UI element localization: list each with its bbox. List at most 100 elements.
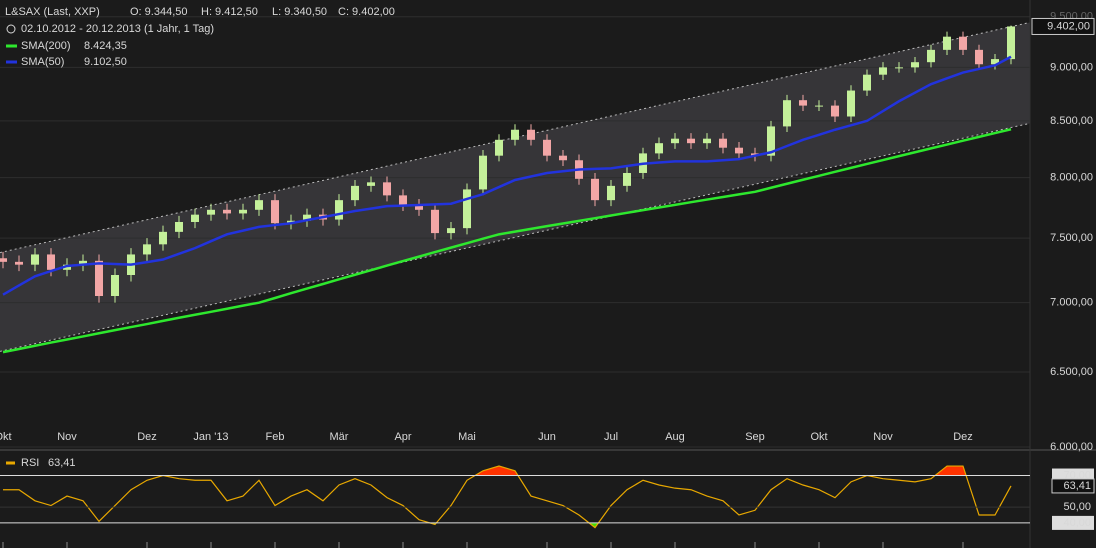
candle-body <box>703 138 711 144</box>
y-tick-label: 7.500,00 <box>1050 232 1093 244</box>
candle-body <box>335 200 343 220</box>
x-tick-label: Aug <box>665 431 685 443</box>
header: L&SAX (Last, XXP) O: 9.344,50 H: 9.412,5… <box>5 6 395 35</box>
x-tick-label: Okt <box>810 431 827 443</box>
trend-channel <box>0 22 1030 352</box>
legend-label: SMA(50) <box>21 56 64 68</box>
series-line <box>2 55 1012 296</box>
ohlc-open: O: 9.344,50 <box>130 6 188 18</box>
candle-body <box>831 105 839 117</box>
candle-body <box>399 195 407 205</box>
legend-value: 63,41 <box>48 457 76 469</box>
candle-body <box>559 155 567 161</box>
candle-body <box>31 254 39 265</box>
candle-body <box>447 228 455 234</box>
candle-body <box>863 74 871 91</box>
last-price-label: 9.402,00 <box>1047 20 1090 32</box>
y-tick-label: 8.500,00 <box>1050 115 1093 127</box>
candle-body <box>511 129 519 140</box>
channel-line <box>0 21 1031 254</box>
ohlc-low: L: 9.340,50 <box>272 6 327 18</box>
candle-body <box>463 189 471 229</box>
x-tick-label: Apr <box>394 431 411 443</box>
x-tick-label: Jun <box>538 431 556 443</box>
candle-body <box>255 200 263 210</box>
candle-body <box>367 182 375 186</box>
candle-body <box>479 155 487 190</box>
candle-body <box>1007 26 1015 60</box>
x-tick-label: Nov <box>57 431 77 443</box>
candle-body <box>239 209 247 214</box>
plot <box>0 16 1031 529</box>
rsi-last-box <box>1051 478 1095 494</box>
clock-icon <box>6 24 16 34</box>
candle-body <box>143 244 151 255</box>
y-tick-box <box>1052 515 1094 530</box>
candle-body <box>383 182 391 196</box>
candle-body <box>303 214 311 221</box>
candle-body <box>495 139 503 156</box>
candle-body <box>159 231 167 245</box>
candle-body <box>847 90 855 117</box>
candle-body <box>735 147 743 154</box>
x-tick-label: Nov <box>873 431 893 443</box>
x-tick-label: Dez <box>953 431 973 443</box>
candle-body <box>223 209 231 214</box>
candle-body <box>79 260 87 265</box>
x-tick-label: Dez <box>137 431 157 443</box>
series-line <box>2 128 1012 354</box>
candle-body <box>591 178 599 201</box>
last-price-box <box>1031 17 1095 35</box>
candle-body <box>671 138 679 144</box>
ohlc-high: H: 9.412,50 <box>201 6 258 18</box>
y-tick-label: 50,00 <box>1063 501 1091 513</box>
y-tick-label: 7.000,00 <box>1050 297 1093 309</box>
candle-body <box>191 214 199 222</box>
x-tick-label: Sep <box>745 431 765 443</box>
x-tick-label: Mär <box>330 431 349 443</box>
candle-body <box>975 49 983 65</box>
x-tick-label: Jul <box>604 431 618 443</box>
candle-body <box>943 36 951 50</box>
chart-subtitle: 02.10.2012 - 20.12.2013 (1 Jahr, 1 Tag) <box>21 23 214 35</box>
candle-body <box>719 138 727 148</box>
series-line <box>3 465 1012 529</box>
candle-body <box>959 36 967 50</box>
candle-body <box>767 126 775 156</box>
candle-body <box>815 105 823 107</box>
candle-body <box>879 67 887 75</box>
candle-body <box>623 172 631 186</box>
chart-title: L&SAX (Last, XXP) <box>5 6 100 18</box>
candle-body <box>95 260 103 297</box>
candle-body <box>351 185 359 201</box>
candle-body <box>47 254 55 270</box>
x-tick-label: Feb <box>266 431 285 443</box>
candle-body <box>607 185 615 201</box>
candle-body <box>927 49 935 63</box>
candle-body <box>527 129 535 140</box>
y-tick-label: 40,00 <box>1063 517 1091 529</box>
candle-body <box>543 139 551 156</box>
channel-line <box>0 122 1031 352</box>
y-tick-label: 6.500,00 <box>1050 366 1093 378</box>
x-tick-label: Jan '13 <box>193 431 228 443</box>
candle-body <box>15 261 23 265</box>
y-tick-label: 9.000,00 <box>1050 61 1093 73</box>
legend-label: SMA(200) <box>21 40 71 52</box>
x-tick-label: Mai <box>458 431 476 443</box>
candle-body <box>175 221 183 232</box>
ohlc-close: C: 9.402,00 <box>338 6 395 18</box>
candle-body <box>207 209 215 215</box>
legend-value: 8.424,35 <box>84 40 127 52</box>
candle-body <box>0 258 7 262</box>
candle-body <box>687 138 695 144</box>
candle-body <box>655 143 663 154</box>
x-tick-label: Okt <box>0 431 12 443</box>
candle-body <box>991 59 999 65</box>
candle-body <box>911 62 919 68</box>
rsi-last-label: 63,41 <box>1063 480 1091 492</box>
candle-body <box>431 209 439 234</box>
legend-label: RSI <box>21 457 39 469</box>
candle-body <box>111 274 119 297</box>
